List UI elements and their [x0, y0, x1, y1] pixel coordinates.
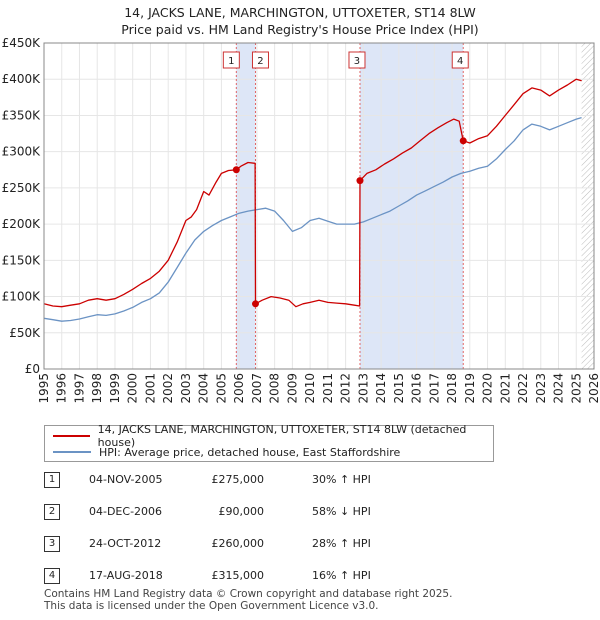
plot-area: [44, 43, 594, 369]
sale-point: [232, 166, 240, 174]
x-tick-label: 2010: [303, 373, 317, 404]
x-tick-label: 2007: [250, 373, 264, 404]
x-tick-label: 2013: [356, 373, 370, 404]
x-tick-label: 2003: [179, 373, 193, 404]
sale-number-badge: 4: [44, 568, 60, 584]
y-tick-label: £350K: [2, 108, 42, 122]
footer-copyright: Contains HM Land Registry data © Crown c…: [44, 588, 453, 600]
x-tick-label: 1997: [72, 373, 86, 404]
x-tick-label: 2025: [569, 373, 583, 404]
shaded-period: [236, 43, 256, 369]
x-tick-label: 2005: [214, 373, 228, 404]
y-tick-label: £250K: [2, 181, 42, 195]
y-tick-label: £150K: [2, 253, 42, 267]
y-tick-label: £450K: [2, 36, 42, 50]
x-tick-label: 2017: [427, 373, 441, 404]
sale-row: 4 17-AUG-2018 £315,000 16% ↑ HPI: [44, 568, 444, 586]
sale-hpi-change: 16% ↑ HPI: [312, 569, 371, 582]
sale-point: [251, 300, 259, 308]
chart-title-line-2: Price paid vs. HM Land Registry's House …: [121, 22, 479, 37]
x-tick-label: 1998: [90, 373, 104, 404]
sale-number-box: [451, 51, 469, 69]
chart-title-line-1: 14, JACKS LANE, MARCHINGTON, UTTOXETER, …: [124, 5, 476, 20]
sale-number-badge: 3: [44, 536, 60, 552]
x-tick-label: 2026: [587, 373, 600, 404]
legend-swatch-hpi: [53, 451, 91, 453]
x-tick-label: 2015: [392, 373, 406, 404]
sale-row: 1 04-NOV-2005 £275,000 30% ↑ HPI: [44, 472, 444, 490]
x-tick-label: 2000: [126, 373, 140, 404]
future-hatch-area: [581, 43, 594, 369]
hpi-line: [43, 116, 582, 322]
legend-item-property: 14, JACKS LANE, MARCHINGTON, UTTOXETER, …: [53, 423, 493, 449]
y-tick-label: £50K: [9, 326, 41, 340]
x-tick-label: 2004: [197, 373, 211, 404]
x-tick-label: 2016: [410, 373, 424, 404]
sale-number-label: 2: [257, 56, 263, 67]
sale-number-badge: 1: [44, 472, 60, 488]
legend-item-hpi: HPI: Average price, detached house, East…: [53, 444, 400, 460]
legend-label-hpi: HPI: Average price, detached house, East…: [99, 445, 401, 459]
x-tick-label: 2006: [232, 373, 246, 404]
legend-label-property: 14, JACKS LANE, MARCHINGTON, UTTOXETER, …: [97, 423, 467, 449]
x-tick-label: 2002: [161, 373, 175, 404]
x-tick-label: 2021: [498, 373, 512, 404]
sale-date: 04-NOV-2005: [89, 473, 163, 486]
x-tick-label: 2018: [445, 373, 459, 404]
x-tick-label: 2009: [285, 373, 299, 404]
x-tick-label: 2008: [268, 373, 282, 404]
x-tick-label: 2001: [143, 373, 157, 404]
shaded-period: [359, 43, 464, 369]
sale-hpi-change: 30% ↑ HPI: [312, 473, 371, 486]
sale-date: 17-AUG-2018: [89, 569, 163, 582]
legend-swatch-property: [53, 435, 90, 437]
sale-price: £315,000: [211, 569, 265, 582]
x-tick-label: 2011: [321, 373, 335, 404]
sale-number-label: 1: [228, 56, 234, 67]
y-tick-label: £100K: [2, 290, 42, 304]
sale-number-label: 3: [354, 56, 360, 67]
sale-date: 04-DEC-2006: [89, 505, 163, 518]
x-tick-label: 1995: [37, 373, 51, 404]
x-tick-label: 2020: [481, 373, 495, 404]
x-tick-label: 2022: [516, 373, 530, 404]
chart-legend: 14, JACKS LANE, MARCHINGTON, UTTOXETER, …: [44, 423, 494, 462]
sale-number-box: [222, 51, 240, 69]
sale-hpi-change: 28% ↑ HPI: [312, 537, 371, 550]
sale-number-box: [251, 51, 269, 69]
sale-point: [356, 177, 364, 185]
sale-point: [459, 137, 467, 145]
plot-frame: [43, 42, 595, 370]
price-chart: 1 2 3 4 £0 £50K £100K £150K £200K £250K £300K £350K…: [2, 36, 600, 404]
y-tick-label: £400K: [2, 72, 42, 86]
y-tick-label: £0: [25, 362, 40, 376]
x-tick-label: 2012: [339, 373, 353, 404]
footer: Contains HM Land Registry data © Crown c…: [44, 588, 453, 612]
footer-licence: This data is licensed under the Open Gov…: [44, 599, 379, 612]
sale-row: 2 04-DEC-2006 £90,000 58% ↓ HPI: [44, 504, 444, 522]
x-tick-label: 1996: [55, 373, 69, 404]
x-tick-label: 2019: [463, 373, 477, 404]
sale-number-badge: 2: [44, 504, 60, 520]
sale-row: 3 24-OCT-2012 £260,000 28% ↑ HPI: [44, 536, 444, 554]
sale-price: £90,000: [218, 505, 265, 518]
sale-number-box: [348, 51, 366, 69]
y-tick-label: £200K: [2, 217, 42, 231]
sale-hpi-change: 58% ↓ HPI: [312, 505, 371, 518]
sale-number-label: 4: [457, 56, 463, 67]
sale-date: 24-OCT-2012: [89, 537, 162, 550]
x-tick-label: 2024: [552, 373, 566, 404]
x-tick-label: 2014: [374, 373, 388, 404]
chart-title: 14, JACKS LANE, MARCHINGTON, UTTOXETER, …: [0, 4, 600, 38]
property-price-line: [43, 78, 582, 308]
sale-price: £275,000: [211, 473, 265, 486]
x-tick-label: 1999: [108, 373, 122, 404]
sale-price: £260,000: [211, 537, 265, 550]
y-tick-label: £300K: [2, 145, 42, 159]
x-tick-label: 2023: [534, 373, 548, 404]
